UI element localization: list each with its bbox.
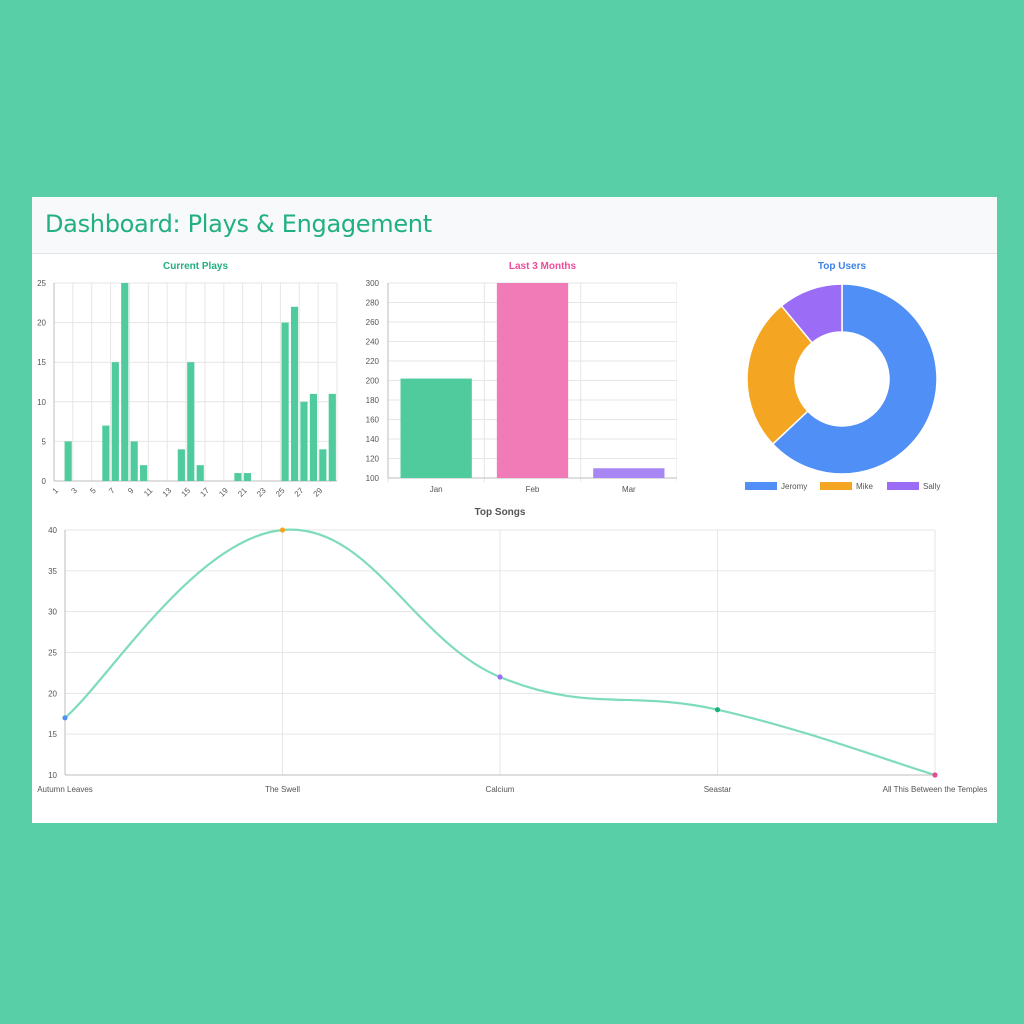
chart-title: Last 3 Months — [509, 261, 577, 272]
x-tick-label: 11 — [142, 486, 155, 499]
x-tick-label: 17 — [198, 486, 211, 499]
chart-title: Current Plays — [163, 261, 228, 272]
y-tick-label: 280 — [366, 299, 380, 308]
x-tick-label: 7 — [107, 486, 117, 496]
y-tick-label: 180 — [366, 396, 380, 405]
y-tick-label: 20 — [37, 319, 46, 328]
bar — [300, 401, 308, 481]
top-songs-chart: Top Songs 10 15 20 25 30 35 40 Autumn Leaves The … — [32, 502, 997, 802]
y-tick-label: 0 — [42, 477, 47, 486]
bar — [309, 393, 318, 481]
x-tick-label: Feb — [526, 485, 540, 494]
y-tick-label: 260 — [366, 318, 380, 327]
bar — [130, 441, 138, 481]
x-tick-label: 9 — [126, 486, 136, 496]
y-tick-label: 35 — [48, 567, 57, 576]
legend-swatch — [887, 482, 919, 490]
dashboard-header: Dashboard: Plays & Engagement — [32, 197, 997, 254]
y-tick-label: 25 — [48, 649, 57, 658]
legend-label: Sally — [923, 482, 940, 491]
x-tick-label: 29 — [312, 486, 325, 499]
x-tick-label: 1 — [51, 486, 61, 496]
y-tick-label: 20 — [48, 689, 57, 698]
x-tick-label: Seastar — [704, 785, 732, 794]
bar — [102, 425, 110, 481]
series-line — [64, 528, 936, 777]
y-tick-label: 160 — [366, 416, 380, 425]
data-point — [932, 772, 938, 778]
y-tick-label: 220 — [366, 357, 380, 366]
pie-slice — [746, 304, 814, 446]
data-point — [279, 527, 286, 533]
bar — [319, 449, 327, 481]
legend-swatch — [745, 482, 777, 490]
y-tick-label: 120 — [366, 455, 380, 464]
data-point — [62, 715, 68, 721]
y-tick-label: 100 — [366, 474, 380, 483]
bar — [496, 283, 569, 478]
x-tick-label: 25 — [274, 486, 287, 499]
x-tick-label: The Swell — [265, 785, 300, 794]
x-tick-label: 3 — [69, 486, 79, 496]
x-tick-label: 19 — [217, 486, 230, 499]
y-tick-label: 15 — [37, 358, 46, 367]
bar — [187, 362, 195, 481]
current-plays-chart: Current Plays 0 5 10 15 20 25 1 3 5 7 9 11 13 15 17 19 21… — [32, 255, 352, 505]
x-tick-label: 27 — [293, 486, 306, 499]
bar — [196, 465, 204, 481]
bar — [140, 465, 148, 481]
top-songs-svg: Top Songs 10 15 20 25 30 35 40 Autumn Leaves The … — [37, 507, 988, 794]
x-tick-label: 23 — [255, 486, 268, 499]
y-tick-label: 300 — [366, 279, 380, 288]
x-tick-label: 21 — [236, 486, 249, 499]
bar — [121, 283, 129, 481]
y-tick-label: 10 — [37, 398, 46, 407]
legend-label: Jeromy — [781, 482, 807, 491]
pie-slice — [771, 283, 938, 475]
x-tick-label: Calcium — [486, 785, 515, 794]
x-tick-label: Mar — [622, 485, 636, 494]
y-tick-label: 140 — [366, 435, 380, 444]
x-tick-label: Jan — [430, 485, 443, 494]
y-tick-label: 200 — [366, 377, 380, 386]
bar — [400, 378, 472, 478]
legend-label: Mike — [856, 482, 873, 491]
last-3-months-svg: Last 3 Months 100 120 140 160 180 200 220 240 260… — [366, 261, 677, 494]
chart-title: Top Users — [818, 261, 867, 272]
x-tick-label: All This Between the Temples — [883, 785, 988, 794]
bar — [111, 362, 119, 481]
y-tick-label: 40 — [48, 526, 57, 535]
y-tick-label: 25 — [37, 279, 46, 288]
y-tick-label: 240 — [366, 338, 380, 347]
page-title: Dashboard: Plays & Engagement — [45, 210, 432, 238]
chart-title: Top Songs — [475, 507, 526, 518]
data-point — [714, 707, 721, 713]
bar — [281, 322, 289, 481]
bar — [593, 468, 665, 478]
top-users-chart: Top Users Jeromy Mike Sally — [677, 255, 997, 505]
bar — [243, 473, 251, 481]
y-tick-label: 5 — [42, 437, 47, 446]
top-users-svg: Top Users Jeromy Mike Sally — [745, 261, 940, 491]
y-tick-label: 30 — [48, 608, 57, 617]
legend-swatch — [820, 482, 852, 490]
x-tick-label: Autumn Leaves — [37, 785, 93, 794]
x-tick-label: 5 — [88, 486, 98, 496]
y-tick-label: 10 — [48, 771, 57, 780]
bar — [328, 393, 336, 481]
y-tick-label: 15 — [48, 730, 57, 739]
dashboard-card: Dashboard: Plays & Engagement Current Pl… — [32, 197, 997, 823]
last-3-months-chart: Last 3 Months 100 120 140 160 180 200 220 240 260… — [352, 255, 677, 505]
bar — [234, 473, 242, 481]
bar — [177, 449, 185, 481]
x-tick-label: 13 — [161, 486, 174, 499]
x-tick-label: 15 — [180, 486, 193, 499]
pie-slice — [780, 283, 843, 344]
bar — [290, 306, 299, 481]
data-point — [497, 674, 503, 680]
bar — [64, 441, 72, 481]
